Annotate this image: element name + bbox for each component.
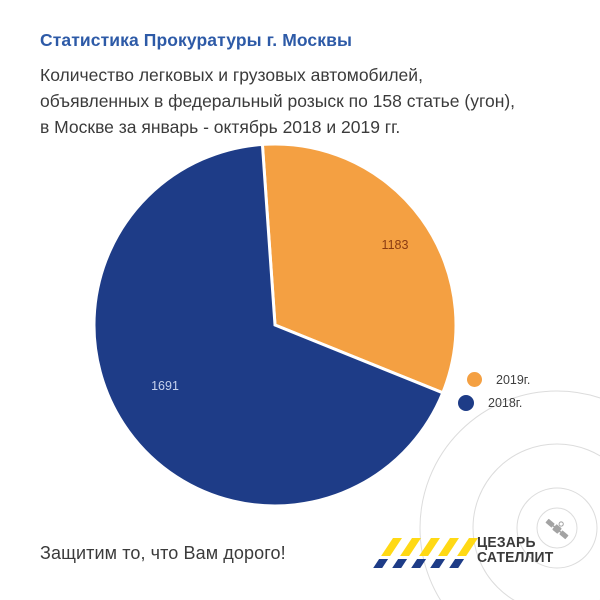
logo-stripe-blue [373,559,389,568]
legend-label-2018: 2018г. [488,396,523,410]
tagline: Защитим то, что Вам дорого! [40,543,286,563]
legend-item-2019: 2019г. [467,372,530,387]
logo-stripe-blue [411,559,427,568]
pie-slice-2019 [260,142,458,395]
logo-line-1: ЦЕЗАРЬ [477,535,536,551]
pie-slice-2018 [92,142,445,508]
logo-stripe-blue [392,559,408,568]
legend-swatch-2018-icon [458,395,474,411]
logo-stripe-yellow [457,538,478,556]
pie-slices: 1183 1691 [92,142,458,508]
radar-circles [419,390,600,600]
logo-stripe-yellow [400,538,421,556]
legend-item-2018: 2018г. [458,395,522,411]
legend-label-2019: 2019г. [496,372,531,387]
pie-value-label-2018: 1691 [151,379,179,393]
logo-stripes-icon [373,538,478,568]
legend-swatch-2019-icon [467,372,482,387]
subtitle-line-1: Количество легковых и грузовых автомобил… [40,65,423,85]
page-title: Статистика Прокуратуры г. Москвы [40,30,353,50]
logo-stripe-blue [430,559,446,568]
logo-wordmark: ЦЕЗАРЬ САТЕЛЛИТ [477,536,553,566]
chart-subtitle: Количество легковых и грузовых автомобил… [40,62,515,140]
logo-stripe-yellow [381,538,402,556]
logo-stripe-yellow [438,538,459,556]
subtitle-line-2: объявленных в федеральный розыск по 158 … [40,91,516,111]
logo-stripe-blue [449,559,465,568]
pie-value-label-2019: 1183 [382,238,409,252]
subtitle-line-3: в Москве за январь - октябрь 2018 и 2019… [40,117,401,137]
logo-line-2: САТЕЛЛИТ [477,550,554,566]
logo-stripe-yellow [419,538,440,556]
